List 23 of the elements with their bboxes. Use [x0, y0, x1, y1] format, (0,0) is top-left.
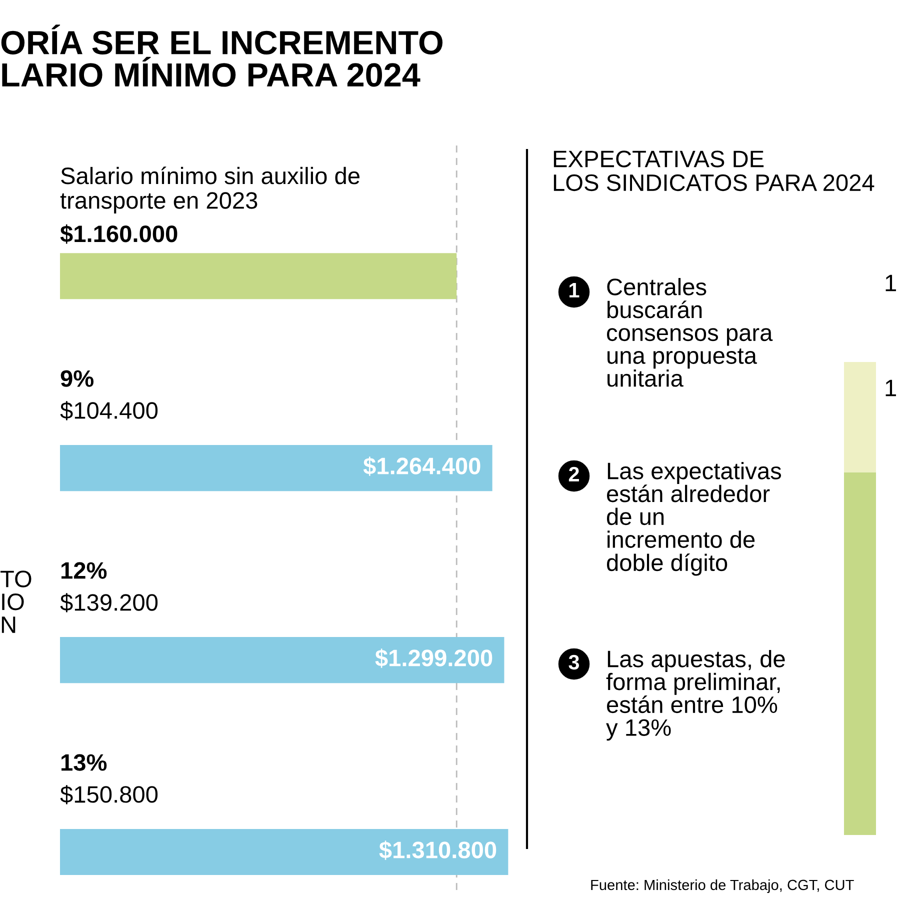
annotation: $139.200 [60, 593, 158, 612]
data-label: $1.160.000 [60, 224, 178, 244]
text: 1 [886, 274, 896, 292]
data-label: $1.299.200 [375, 648, 492, 668]
text: TO IO N [0, 570, 32, 633]
source-note: Fuente: Ministerio de Trabajo, CGT, CUT [591, 879, 854, 893]
annotation: $150.800 [60, 785, 158, 804]
text: 2 [568, 466, 579, 482]
data-label: $1.264.400 [363, 456, 480, 476]
text: Centrales buscarán consensos para una propuesta unitaria [607, 278, 773, 387]
category-label: 13% [61, 754, 107, 771]
text: Las apuestas, de forma preliminar, están entre 10% y 13% [606, 650, 785, 741]
category-label: Salario mínimo sin auxilio de transporte en 2023 [60, 166, 360, 214]
category-label: 12% [61, 562, 107, 579]
data-label: $1.310.800 [379, 840, 496, 860]
annotation: $104.400 [60, 401, 158, 420]
text: 3 [568, 654, 580, 670]
category-label: 9% [60, 370, 94, 387]
text: EXPECTATIVAS DE LOS SINDICATOS PARA 2024 [554, 150, 874, 192]
text: Las expectativas están alrededor de un incremento de doble dígito [606, 462, 782, 576]
text: 1 [886, 380, 896, 396]
text: 1 [570, 283, 580, 298]
chart-title: ORÍA SER EL INCREMENTO LARIO MÍNIMO PARA 2024 [1, 24, 443, 87]
